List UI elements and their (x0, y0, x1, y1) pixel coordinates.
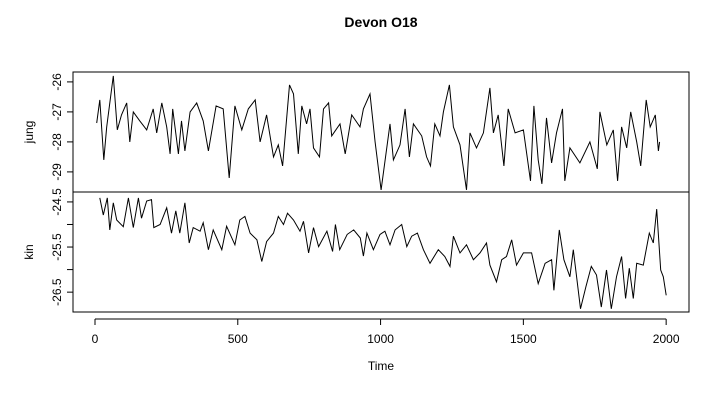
y-tick-label: -26.5 (50, 278, 64, 306)
panel-frame (72, 191, 690, 313)
y-tick-label: -26 (50, 73, 64, 91)
y-tick-label: -25.5 (50, 233, 64, 261)
x-tick-label: 500 (228, 332, 248, 346)
x-axis: 0 500 1000 1500 2000 (92, 318, 680, 346)
series-line-jung (96, 75, 661, 190)
panel-frame (72, 71, 690, 193)
y-tick-label: -29 (50, 163, 64, 181)
x-tick-label: 0 (92, 332, 99, 346)
y-axis-label-kin: kin (22, 244, 36, 259)
panel-jung: -26 -27 -28 -29 jung (22, 71, 690, 193)
x-axis-label: Time (368, 359, 395, 373)
panel-kin: -24.5 -25.5 -26.5 kin (22, 188, 690, 313)
y-tick-label: -28 (50, 133, 64, 151)
y-tick-label: -24.5 (50, 188, 64, 216)
y-axis-label-jung: jung (22, 121, 36, 145)
x-tick-label: 1500 (510, 332, 537, 346)
chart-title: Devon O18 (344, 14, 417, 30)
series-line-kin (99, 197, 667, 309)
x-tick-label: 2000 (653, 332, 680, 346)
y-tick-label: -27 (50, 103, 64, 121)
x-tick-label: 1000 (367, 332, 394, 346)
panels: -26 -27 -28 -29 jung -24.5 -25.5 -26.5 kin (22, 71, 690, 313)
